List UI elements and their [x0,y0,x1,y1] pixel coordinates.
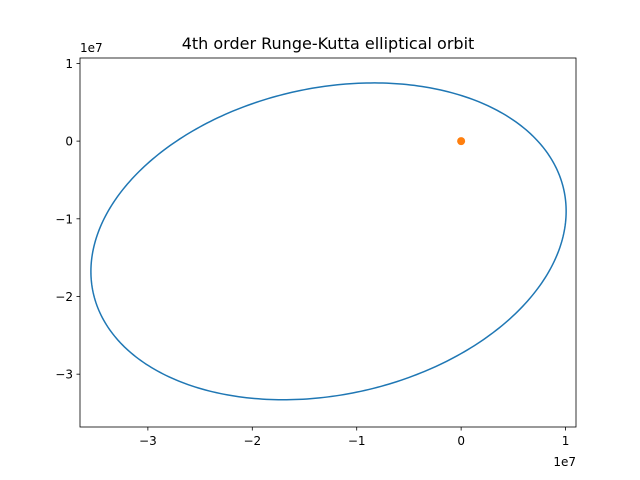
x-axis-offset-label: 1e7 [553,455,576,469]
y-tick-label: −1 [55,212,73,226]
y-tick-label: 0 [65,135,73,149]
y-axis-offset-label: 1e7 [80,41,103,55]
axes-frame [79,57,577,428]
x-tick-label: −3 [139,434,157,448]
y-tick-label: −2 [55,290,73,304]
x-tick-label: −1 [348,434,366,448]
central-body-point [457,137,466,146]
y-tick-label: 1 [65,57,73,71]
x-tick-label: 0 [457,434,465,448]
x-tick-label: 1 [562,434,570,448]
plot-area [90,82,567,401]
chart-title: 4th order Runge-Kutta elliptical orbit [182,34,475,53]
x-tick-label: −2 [243,434,261,448]
y-tick-label: −3 [55,368,73,382]
orbit-line [90,82,567,401]
axes: −3 −2 −1 0 1 −3 −2 −1 0 1 [55,57,577,448]
